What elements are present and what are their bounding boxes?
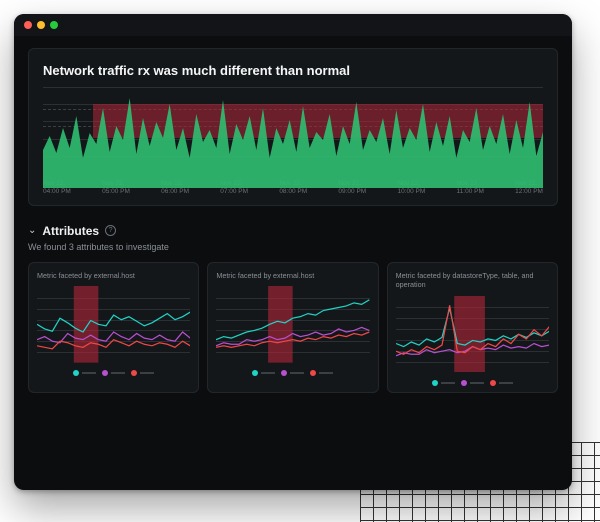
main-chart-panel: Network traffic rx was much different th… <box>28 48 558 206</box>
close-icon[interactable] <box>24 21 32 29</box>
main-chart <box>43 88 543 174</box>
chevron-down-icon: ⌄ <box>28 225 36 236</box>
facet-chart <box>37 286 190 364</box>
window-content: Network traffic rx was much different th… <box>14 36 572 405</box>
facet-legend <box>396 380 549 386</box>
minimize-icon[interactable] <box>37 21 45 29</box>
help-icon[interactable]: ? <box>105 225 116 236</box>
maximize-icon[interactable] <box>50 21 58 29</box>
facet-legend <box>37 370 190 376</box>
facet-legend <box>216 370 369 376</box>
window-titlebar <box>14 14 572 36</box>
attributes-title: Attributes <box>42 224 99 238</box>
facet-chart <box>216 286 369 364</box>
facet-row: Metric faceted by external.host Metric fa… <box>28 262 558 393</box>
facet-panel[interactable]: Metric faceted by external.host <box>28 262 199 393</box>
attributes-header[interactable]: ⌄ Attributes ? <box>28 224 558 238</box>
facet-title: Metric faceted by external.host <box>37 271 190 280</box>
facet-panel[interactable]: Metric faceted by datastoreType, table, … <box>387 262 558 393</box>
attributes-subtitle: We found 3 attributes to investigate <box>28 242 558 252</box>
app-window: Network traffic rx was much different th… <box>14 14 572 490</box>
facet-title: Metric faceted by datastoreType, table, … <box>396 271 549 290</box>
facet-panel[interactable]: Metric faceted by external.host <box>207 262 378 393</box>
main-chart-title: Network traffic rx was much different th… <box>43 63 543 78</box>
facet-title: Metric faceted by external.host <box>216 271 369 280</box>
facet-chart <box>396 296 549 374</box>
